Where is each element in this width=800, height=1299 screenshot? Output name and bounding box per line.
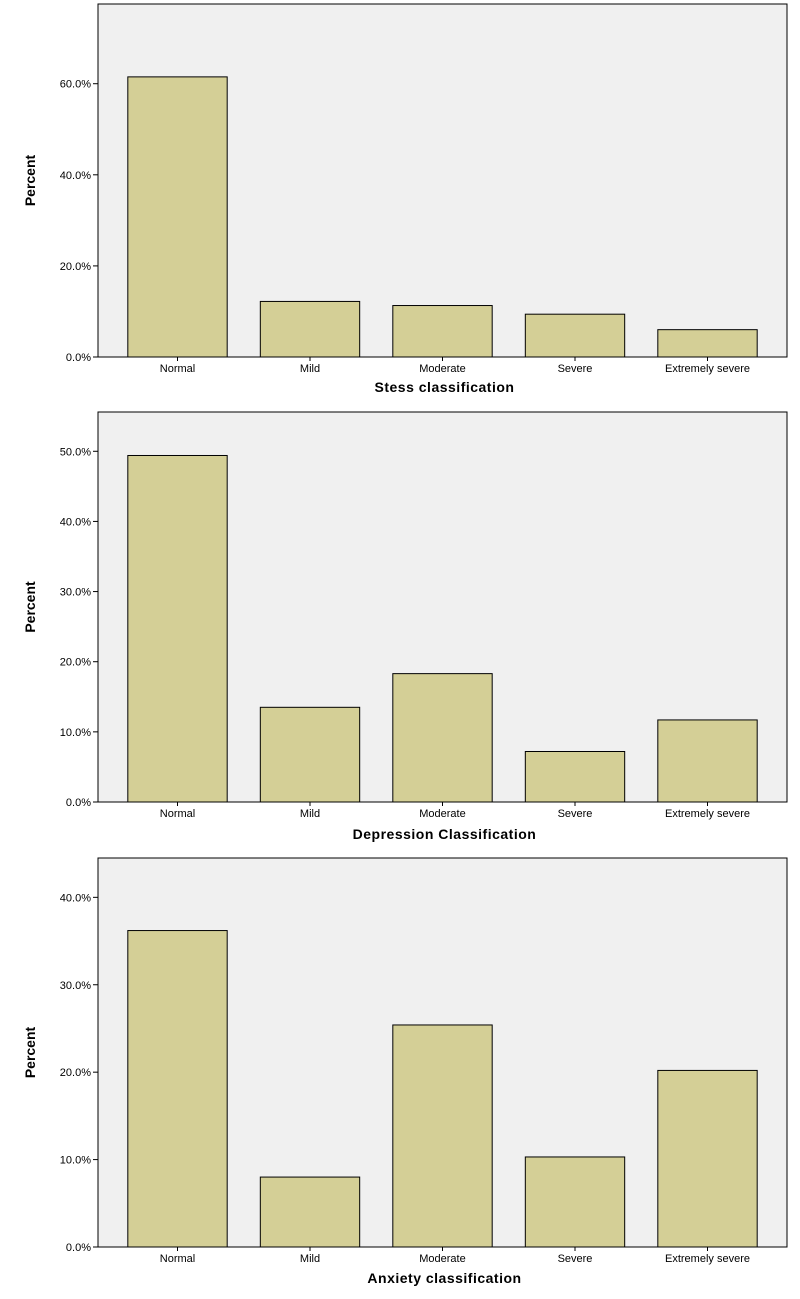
y-axis-title: Percent xyxy=(22,1026,38,1078)
bar-severe xyxy=(524,1156,626,1248)
y-tick-label: 20.0% xyxy=(60,261,91,273)
bar-severe xyxy=(524,750,626,803)
y-tick-label: 20.0% xyxy=(60,657,91,669)
bar-mild xyxy=(259,300,361,358)
y-tick-label: 40.0% xyxy=(60,516,91,528)
bar-severe xyxy=(524,313,626,358)
y-tick-label: 0.0% xyxy=(66,1242,91,1254)
x-tick-label: Extremely severe xyxy=(665,808,750,820)
bar-extremely-severe xyxy=(657,1069,758,1248)
x-tick-label: Mild xyxy=(300,1253,320,1265)
bar-mild xyxy=(259,1176,361,1248)
y-axis-title: Percent xyxy=(22,581,38,633)
y-tick-label: 30.0% xyxy=(60,980,91,992)
y-tick-label: 0.0% xyxy=(66,797,91,809)
x-tick-label: Mild xyxy=(300,363,320,375)
x-tick-label: Mild xyxy=(300,808,320,820)
y-tick-label: 10.0% xyxy=(60,1155,91,1167)
x-tick-label: Normal xyxy=(160,1253,195,1265)
x-tick-label: Severe xyxy=(558,1253,593,1265)
bar-moderate xyxy=(392,1024,493,1248)
bar-moderate xyxy=(392,673,493,803)
y-tick-label: 30.0% xyxy=(60,587,91,599)
y-tick-label: 40.0% xyxy=(60,892,91,904)
x-axis-title: Anxiety classification xyxy=(367,1270,521,1286)
x-tick-label: Normal xyxy=(160,363,195,375)
x-tick-label: Moderate xyxy=(419,808,465,820)
y-tick-label: 40.0% xyxy=(60,170,91,182)
chart-panel-2: 0.0% 10.0% 20.0% 30.0% 40.0% 50.0% Normal Mild M… xyxy=(22,411,788,842)
x-axis-title: Depression Classification xyxy=(353,826,537,842)
x-tick-label: Extremely severe xyxy=(665,363,750,375)
y-tick-label: 0.0% xyxy=(66,352,91,364)
bar-mild xyxy=(259,706,361,803)
y-tick-label: 10.0% xyxy=(60,727,91,739)
y-axis-title: Percent xyxy=(22,154,38,206)
y-tick-label: 50.0% xyxy=(60,446,91,458)
x-tick-label: Extremely severe xyxy=(665,1253,750,1265)
bar-extremely-severe xyxy=(657,329,758,358)
bar-normal xyxy=(127,76,228,358)
y-tick-label: 20.0% xyxy=(60,1067,91,1079)
x-tick-label: Normal xyxy=(160,808,195,820)
x-tick-label: Moderate xyxy=(419,363,465,375)
bar-normal xyxy=(127,930,228,1248)
bar-moderate xyxy=(392,305,493,358)
y-tick-label: 60.0% xyxy=(60,79,91,91)
x-tick-label: Severe xyxy=(558,363,593,375)
x-tick-label: Moderate xyxy=(419,1253,465,1265)
bar-extremely-severe xyxy=(657,719,758,803)
chart-panel-3: 0.0% 10.0% 20.0% 30.0% 40.0% Normal Mild Modera… xyxy=(22,857,788,1286)
x-axis-title: Stess classification xyxy=(375,379,515,395)
x-tick-label: Severe xyxy=(558,808,593,820)
chart-panel-1: 0.0% 20.0% 40.0% 60.0% Normal Mild Moderate Sev… xyxy=(22,3,788,395)
bar-normal xyxy=(127,454,228,803)
